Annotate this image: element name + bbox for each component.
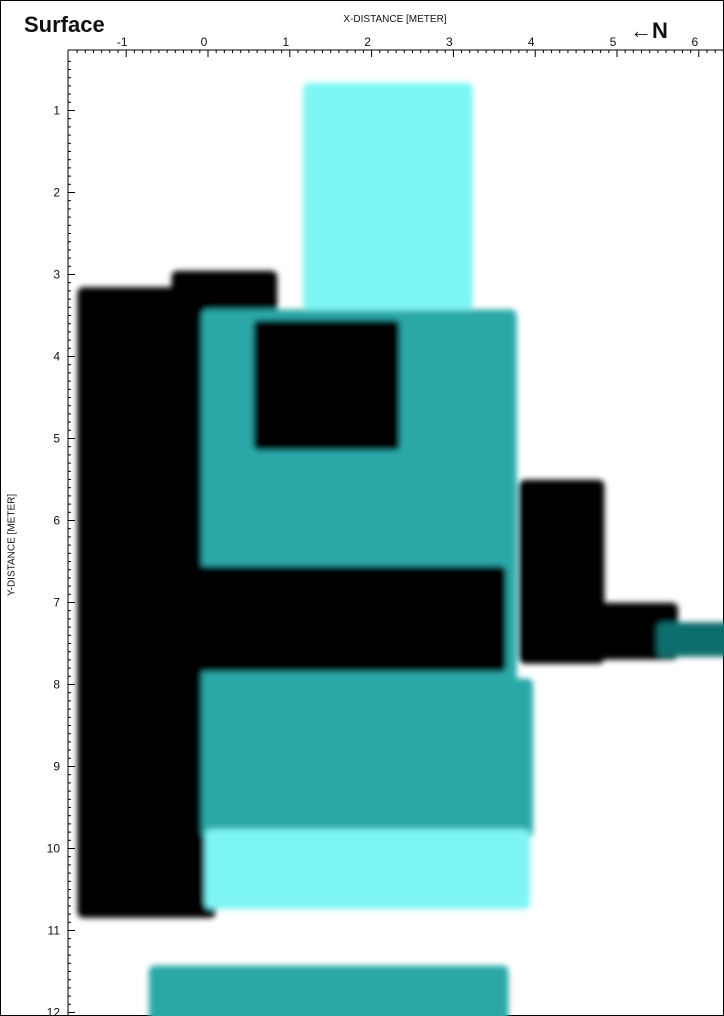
y-tick-label: 4 xyxy=(53,350,60,364)
y-tick-label: 1 xyxy=(53,104,60,118)
x-tick-label: 3 xyxy=(446,35,453,49)
anomaly-0-level-5 xyxy=(77,287,216,918)
x-tick-label: 0 xyxy=(201,35,208,49)
anomaly-4-level-5 xyxy=(196,565,507,672)
x-axis-label: X-DISTANCE [METER] xyxy=(343,14,447,25)
y-tick-label: 5 xyxy=(53,432,60,446)
y-tick-label: 8 xyxy=(53,678,60,692)
anomaly-5-level-2 xyxy=(303,82,473,311)
x-tick-label: -1 xyxy=(117,35,128,49)
arrow-left-icon: ← xyxy=(630,18,652,43)
x-tick-label: 2 xyxy=(364,35,371,49)
y-tick-label: 3 xyxy=(53,268,60,282)
y-tick-label: 7 xyxy=(53,596,60,610)
anomaly-11-level-3 xyxy=(148,965,509,1016)
y-tick-label: 9 xyxy=(53,760,60,774)
x-tick-label: 4 xyxy=(528,35,535,49)
y-tick-label: 11 xyxy=(48,924,61,938)
x-tick-label: 5 xyxy=(610,35,617,49)
anomaly-7-level-5 xyxy=(580,602,679,660)
anomaly-8-level-4 xyxy=(657,622,724,657)
map-title: Surface xyxy=(24,12,105,37)
y-tick-label: 6 xyxy=(53,514,60,528)
y-tick-label: 12 xyxy=(47,1006,61,1016)
x-tick-label: 1 xyxy=(282,35,289,49)
anomaly-3-level-5 xyxy=(253,319,400,451)
north-label: N xyxy=(652,18,668,43)
north-arrow: ←N xyxy=(630,18,668,44)
anomaly-10-level-2 xyxy=(205,829,531,909)
y-tick-label: 10 xyxy=(47,842,61,856)
anomaly-9-level-3 xyxy=(202,678,534,839)
x-tick-label: 6 xyxy=(691,35,698,49)
y-tick-label: 2 xyxy=(53,186,60,200)
